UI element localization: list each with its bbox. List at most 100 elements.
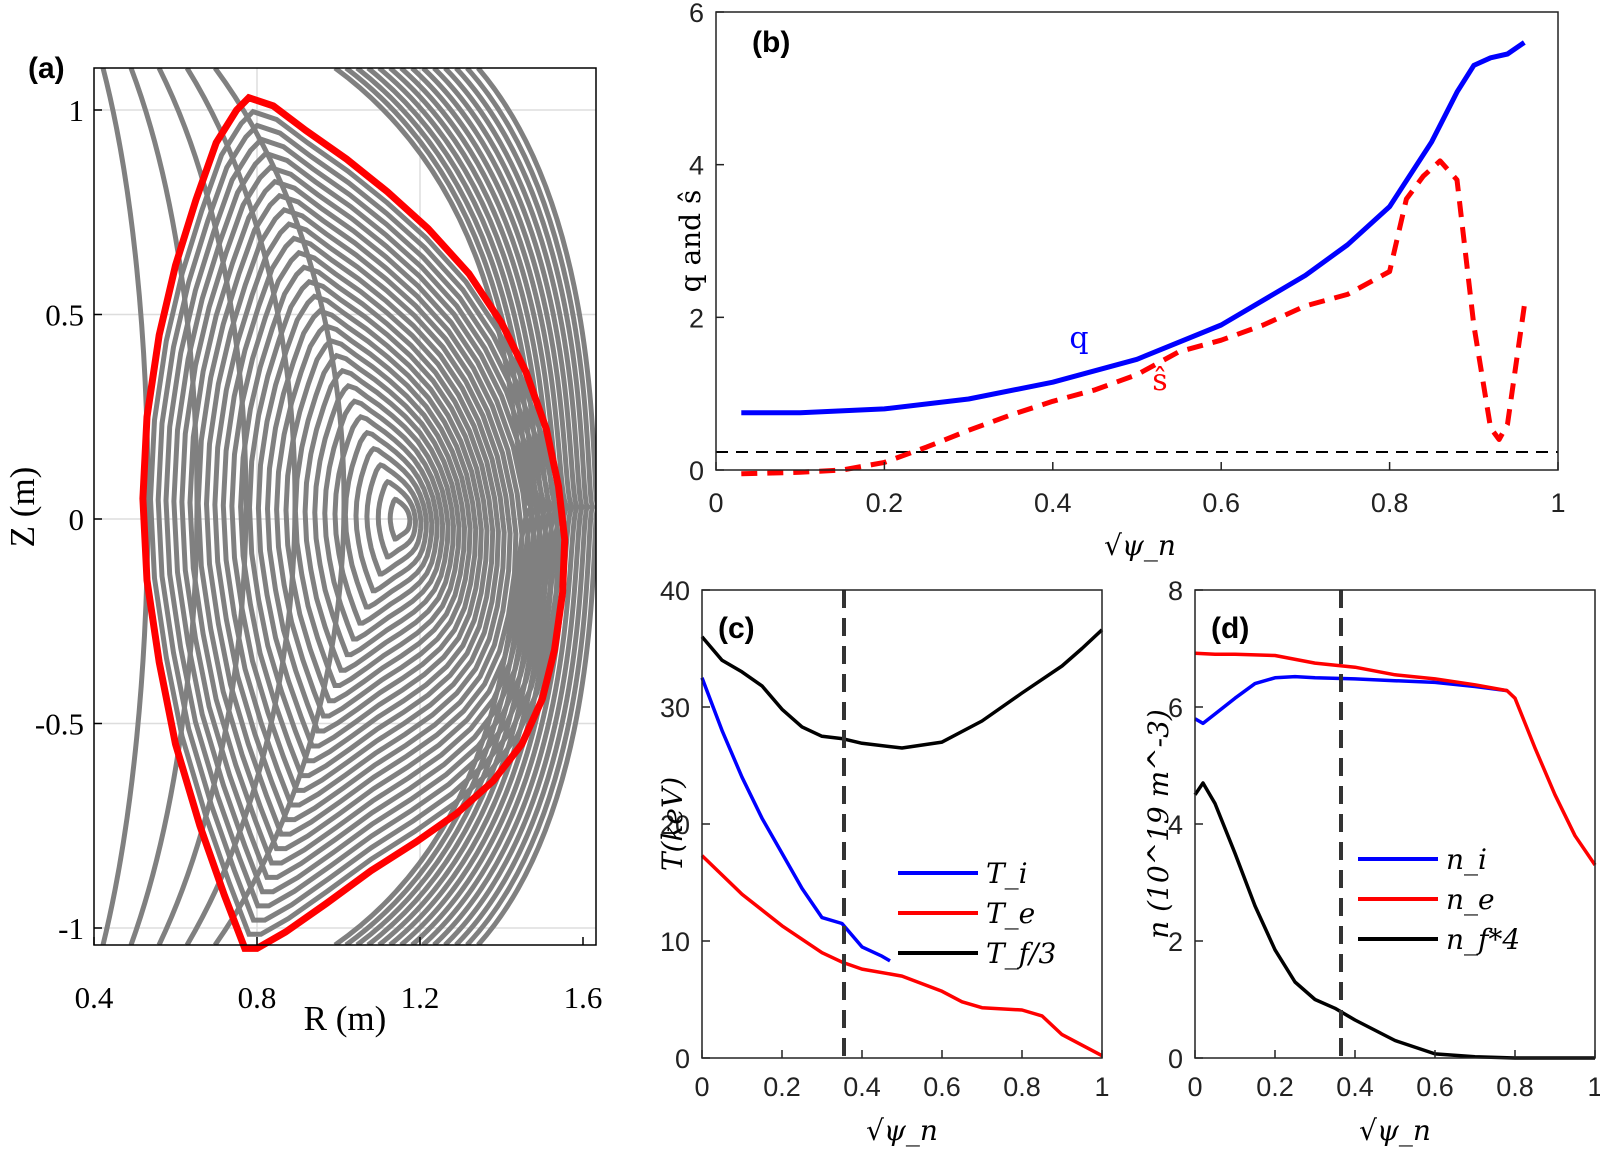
panel-d-label: (d) <box>1211 612 1249 645</box>
series-line-3 <box>700 628 1104 750</box>
panel-d-frame <box>1194 589 1596 1059</box>
panel-d-ylabel: n (10^19 m^-3) <box>1142 709 1175 939</box>
ytick-label: 2 <box>1168 927 1183 957</box>
series-line-2 <box>741 158 1527 477</box>
panel-a: 0.4 0.8 1.2 1.6 -1 -0.5 0 0.5 1 (a) R (m) Z (m) <box>3 52 602 1038</box>
panel-b-ylabel: q and ŝ <box>674 190 707 293</box>
s-hat-annotation: ŝ <box>1152 363 1167 398</box>
panel-a-ytick-label: 0 <box>69 502 85 537</box>
ytick-label: 40 <box>660 576 690 606</box>
series-line-3 <box>1193 781 1595 1060</box>
flux-contour <box>163 136 549 909</box>
panel-a-xtick-label: 0.8 <box>238 980 277 1015</box>
flux-contour <box>195 192 525 852</box>
flux-contour <box>364 462 424 577</box>
panel-a-ticks: 0.4 0.8 1.2 1.6 -1 -0.5 0 0.5 1 <box>35 93 602 1015</box>
open-field-line <box>128 68 200 945</box>
panel-a-ytick-label: 1 <box>69 93 85 128</box>
flux-contours <box>100 68 596 945</box>
panel-c-xlabel: √ψ_n <box>866 1114 938 1147</box>
panel-b-series <box>741 40 1527 477</box>
xtick-label: 0 <box>1187 1072 1202 1102</box>
panel-a-ylabel: Z (m) <box>3 467 42 548</box>
panel-c-legend: T_i T_e T_f/3 <box>898 857 1056 970</box>
legend-label: T_e <box>986 897 1035 930</box>
panel-c-ylabel: T(keV) <box>656 777 689 871</box>
panel-c-label: (c) <box>718 612 755 645</box>
flux-contour <box>171 150 543 895</box>
flux-contour <box>255 293 484 749</box>
xtick-label: 1 <box>1094 1072 1109 1102</box>
panel-d-xlabel: √ψ_n <box>1359 1114 1431 1147</box>
ytick-label: 30 <box>660 693 690 723</box>
xtick-label: 0.4 <box>1034 488 1072 518</box>
ytick-label: 0 <box>675 1044 690 1074</box>
panel-b-ticks: 0 0.2 0.4 0.6 0.8 1 0 2 4 6 <box>689 0 1566 518</box>
xtick-label: 0.8 <box>1003 1072 1041 1102</box>
series-line-1 <box>1194 674 1508 726</box>
flux-contour <box>387 496 413 542</box>
legend-label: T_i <box>986 857 1028 890</box>
q-annotation: q <box>1069 321 1088 356</box>
panel-a-xlabel: R (m) <box>304 999 387 1038</box>
flux-contour <box>312 383 451 658</box>
xtick-label: 1 <box>1550 488 1565 518</box>
flux-contour <box>212 221 513 823</box>
open-field-line <box>465 68 596 945</box>
xtick-label: 0.2 <box>763 1072 801 1102</box>
legend-label: T_f/3 <box>986 937 1056 970</box>
ytick-label: 10 <box>660 927 690 957</box>
ytick-label: 6 <box>689 0 704 28</box>
flux-contour <box>203 207 519 837</box>
flux-contour <box>147 108 561 937</box>
panel-d-legend: n_i n_e n_f*4 <box>1358 843 1520 956</box>
flux-contour <box>353 445 429 594</box>
xtick-label: 0.4 <box>843 1072 881 1102</box>
xtick-label: 0.6 <box>1202 488 1240 518</box>
series-line-2 <box>700 854 1103 1058</box>
panel-c-frame <box>701 589 1103 1059</box>
ytick-label: 2 <box>689 303 704 333</box>
xtick-label: 0.4 <box>1336 1072 1374 1102</box>
ytick-label: 4 <box>1168 810 1183 840</box>
xtick-label: 0 <box>694 1072 709 1102</box>
flux-contour <box>274 322 473 719</box>
open-field-line <box>184 68 298 945</box>
xtick-label: 0.6 <box>1416 1072 1454 1102</box>
panel-d-ticks: 0 0.2 0.4 0.6 0.8 1 0 2 4 6 8 <box>1168 576 1600 1102</box>
series-line-2 <box>1194 651 1597 866</box>
xtick-label: 0.2 <box>866 488 904 518</box>
series-line-1 <box>741 40 1526 416</box>
panel-a-ytick-label: -1 <box>58 911 84 946</box>
panel-b: 0 0.2 0.4 0.6 0.8 1 0 2 4 6 (b) q ŝ q and ŝ √ψ_n <box>674 0 1566 562</box>
open-field-line <box>355 68 553 945</box>
legend-label: n_e <box>1446 883 1495 916</box>
panel-a-xtick-label: 0.4 <box>75 980 114 1015</box>
flux-contour <box>264 308 479 734</box>
panel-d: 0 0.2 0.4 0.6 0.8 1 0 2 4 6 8 n_i n_e n_f*4 (d) n (1… <box>1142 576 1600 1147</box>
panel-c-series <box>700 628 1104 1058</box>
open-field-line <box>212 68 347 945</box>
flux-contour <box>155 122 555 923</box>
xtick-label: 0 <box>708 488 723 518</box>
open-field-line <box>333 68 535 945</box>
ytick-label: 6 <box>1168 693 1183 723</box>
open-field-line <box>100 68 151 945</box>
xtick-label: 0.8 <box>1371 488 1409 518</box>
flux-contour <box>220 235 507 808</box>
ytick-label: 4 <box>689 151 704 181</box>
series-line-1 <box>700 677 891 963</box>
flux-contour <box>375 478 419 560</box>
flux-contour <box>187 178 531 866</box>
xtick-label: 0.8 <box>1496 1072 1534 1102</box>
flux-contour <box>322 398 446 642</box>
flux-contour <box>246 278 490 764</box>
panel-a-frame <box>93 67 597 946</box>
panel-b-frame <box>715 11 1559 471</box>
flux-contour <box>179 164 537 880</box>
open-field-line <box>476 68 596 945</box>
ytick-label: 0 <box>689 456 704 486</box>
